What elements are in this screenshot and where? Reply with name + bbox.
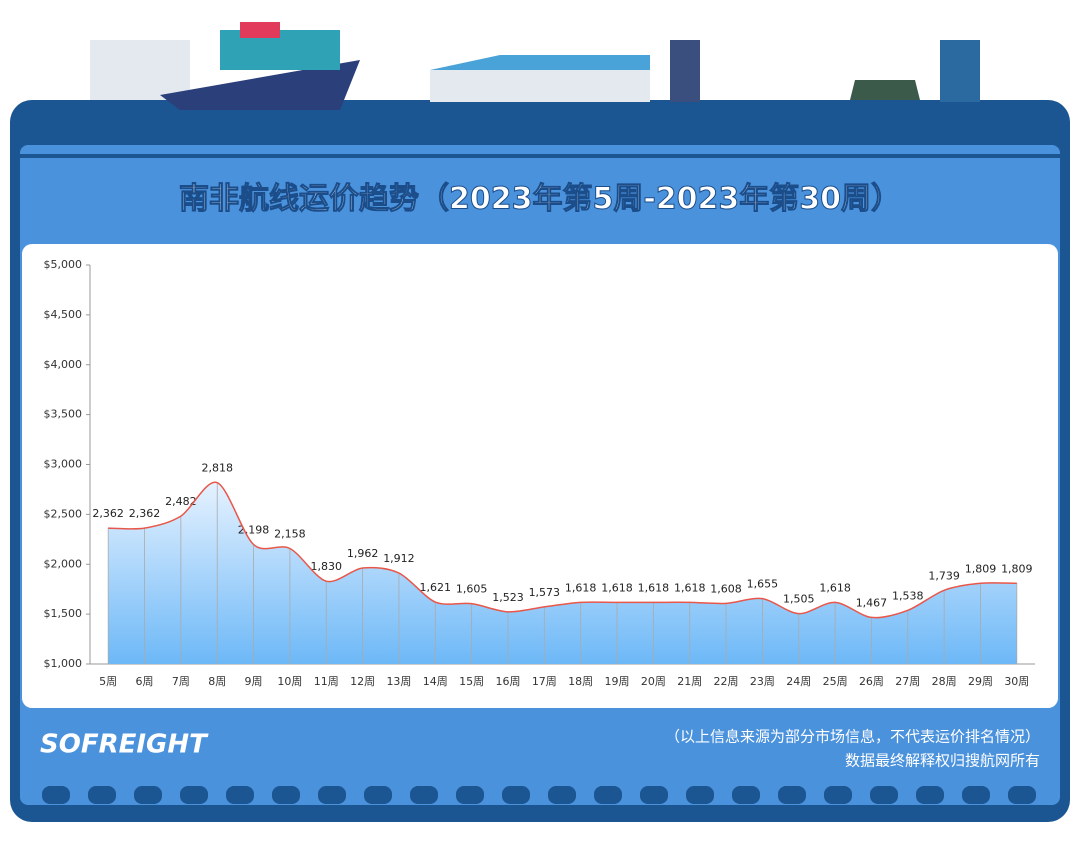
x-tick-label: 23周 (750, 675, 775, 688)
y-tick-label: $4,000 (44, 358, 83, 371)
value-label: 2,482 (165, 495, 197, 508)
x-tick-label: 16周 (495, 675, 520, 688)
x-tick-label: 21周 (677, 675, 702, 688)
x-tick-label: 7周 (172, 675, 190, 688)
value-label: 1,467 (856, 596, 888, 609)
x-tick-label: 13周 (386, 675, 411, 688)
x-tick-label: 20周 (641, 675, 666, 688)
value-label: 1,962 (347, 547, 379, 560)
y-tick-label: $1,000 (44, 657, 83, 670)
y-tick-label: $2,500 (44, 507, 83, 520)
line (108, 481, 1017, 619)
decor (456, 786, 484, 804)
value-label: 1,618 (819, 581, 851, 594)
value-label: 1,523 (492, 591, 524, 604)
y-tick-label: $1,500 (44, 607, 83, 620)
decor (594, 786, 622, 804)
title: 南非航线运价趋势（2023年第5周-2023年第30周） (179, 182, 901, 217)
decor (824, 786, 852, 804)
y-tick-label: $4,500 (44, 308, 83, 321)
decor (548, 786, 576, 804)
x-tick-label: 11周 (314, 675, 339, 688)
x-tick-label: 25周 (823, 675, 848, 688)
note: （以上信息来源为部分市场信息，不代表运价排名情况） (665, 728, 1040, 746)
x-tick-label: 10周 (277, 675, 302, 688)
value-label: 1,809 (965, 562, 997, 575)
value-label: 1,621 (420, 581, 452, 594)
x-tick-label: 26周 (859, 675, 884, 688)
x-tick-label: 5周 (99, 675, 117, 688)
x-tick-label: 19周 (605, 675, 630, 688)
value-label: 1,618 (638, 581, 670, 594)
y-tick-label: $5,000 (44, 258, 83, 271)
value-label: 1,605 (456, 583, 488, 596)
x-tick-label: 22周 (714, 675, 739, 688)
value-label: 1,538 (892, 589, 924, 602)
value-label: 1,739 (928, 569, 960, 582)
value-label: 1,655 (747, 578, 779, 591)
y-tick-label: $2,000 (44, 557, 83, 570)
decor (1008, 786, 1036, 804)
value-label: 1,618 (565, 581, 597, 594)
y-tick-label: $3,500 (44, 408, 83, 421)
x-tick-label: 17周 (532, 675, 557, 688)
x-tick-label: 9周 (245, 675, 263, 688)
value-label: 1,809 (1001, 562, 1033, 575)
x-tick-label: 15周 (459, 675, 484, 688)
x-tick-label: 27周 (895, 675, 920, 688)
value-label: 1,830 (311, 560, 343, 573)
note: 数据最终解释权归搜航网所有 (845, 752, 1040, 770)
value-label: 1,573 (529, 586, 561, 599)
value-label: 1,608 (710, 582, 742, 595)
decor (318, 786, 346, 804)
value-label: 1,618 (601, 581, 633, 594)
value-label: 2,362 (92, 507, 124, 520)
value-label: 1,912 (383, 552, 415, 565)
decor (410, 786, 438, 804)
value-label: 1,505 (783, 593, 815, 606)
decor (364, 786, 392, 804)
decor (916, 786, 944, 804)
x-tick-label: 30周 (1004, 675, 1029, 688)
logo: SOFREIGHT (40, 730, 209, 760)
x-tick-label: 29周 (968, 675, 993, 688)
x-tick-label: 24周 (786, 675, 811, 688)
y-tick-label: $3,000 (44, 458, 83, 471)
value-label: 2,818 (201, 462, 233, 475)
x-tick-label: 14周 (423, 675, 448, 688)
x-tick-label: 8周 (208, 675, 226, 688)
decor (272, 786, 300, 804)
decor (42, 786, 1036, 804)
value-label: 1,618 (674, 581, 706, 594)
x-tick-label: 12周 (350, 675, 375, 688)
area (108, 482, 1017, 664)
decor (640, 786, 668, 804)
decor (870, 786, 898, 804)
decor (686, 786, 714, 804)
x-tick-label: 18周 (568, 675, 593, 688)
x-tick-label: 28周 (932, 675, 957, 688)
decor (962, 786, 990, 804)
decor (502, 786, 530, 804)
value-label: 2,362 (129, 507, 161, 520)
decor (778, 786, 806, 804)
x-tick-label: 6周 (136, 675, 154, 688)
decor (180, 786, 208, 804)
value-label: 2,158 (274, 527, 306, 540)
decor (732, 786, 760, 804)
decor (42, 786, 70, 804)
decor (88, 786, 116, 804)
decor (134, 786, 162, 804)
decor (226, 786, 254, 804)
